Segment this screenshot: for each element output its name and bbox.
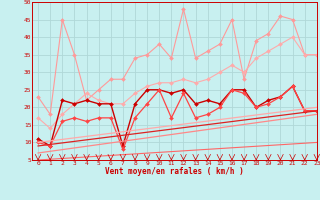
X-axis label: Vent moyen/en rafales ( km/h ): Vent moyen/en rafales ( km/h ) <box>105 167 244 176</box>
